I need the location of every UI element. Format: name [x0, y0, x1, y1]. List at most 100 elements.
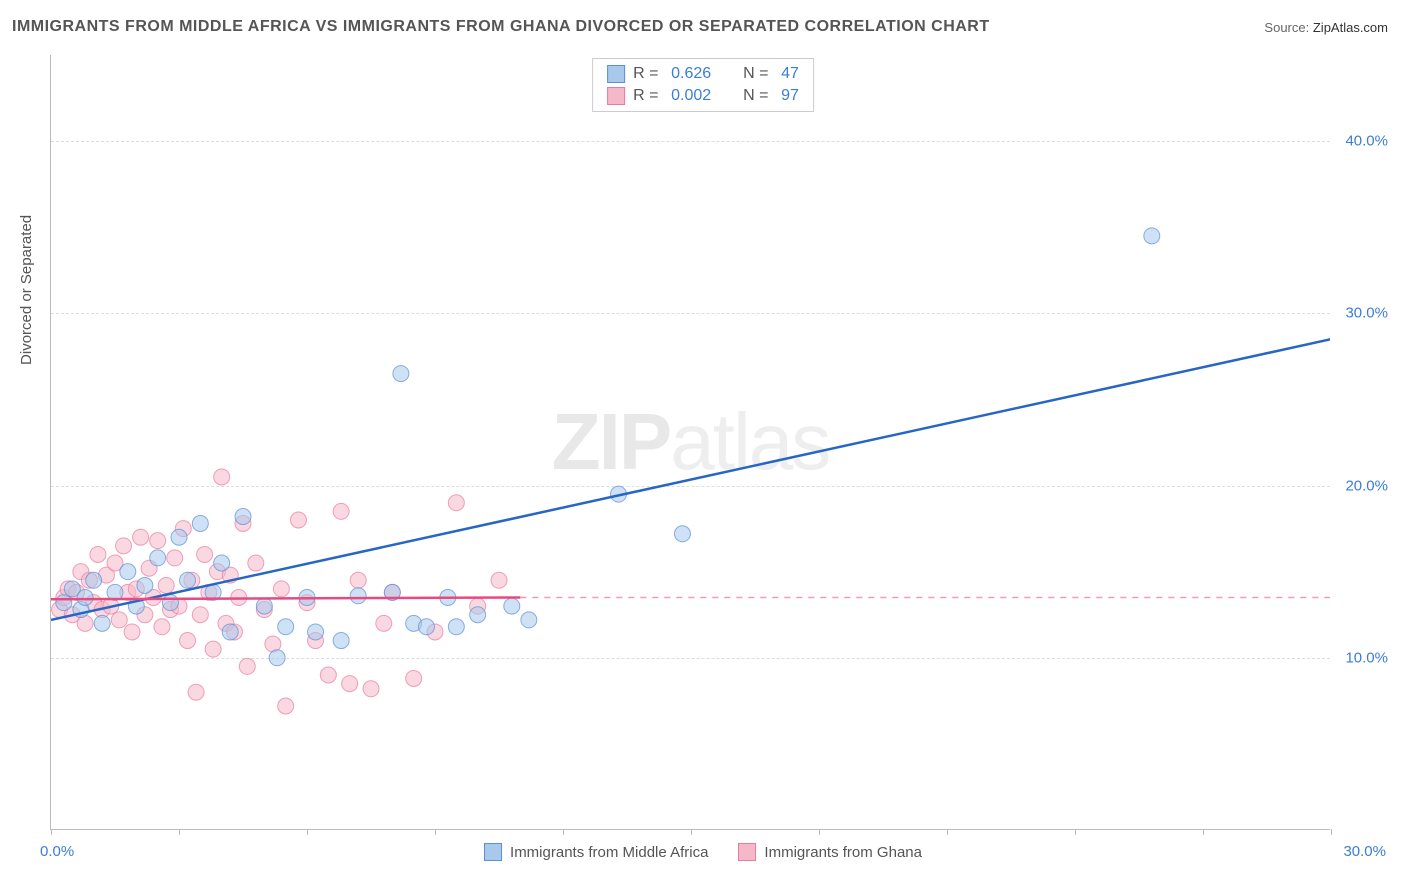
data-point: [150, 533, 166, 549]
source-label: Source:: [1264, 20, 1309, 35]
data-point: [197, 546, 213, 562]
x-tick: [51, 829, 52, 835]
chart-svg: [51, 55, 1330, 829]
data-point: [333, 633, 349, 649]
trend-line-pink-solid: [51, 598, 520, 600]
data-point: [248, 555, 264, 571]
y-tick-label: 10.0%: [1345, 649, 1388, 666]
data-point: [418, 619, 434, 635]
data-point: [256, 598, 272, 614]
data-point: [180, 633, 196, 649]
data-point: [77, 590, 93, 606]
data-point: [376, 615, 392, 631]
series-legend: Immigrants from Middle Africa Immigrants …: [484, 843, 922, 861]
data-point: [320, 667, 336, 683]
x-tick: [307, 829, 308, 835]
source-value: ZipAtlas.com: [1313, 20, 1388, 35]
data-point: [674, 526, 690, 542]
data-point: [150, 550, 166, 566]
r-label: R =: [633, 87, 663, 105]
x-tick: [819, 829, 820, 835]
data-point: [205, 641, 221, 657]
legend-swatch: [607, 87, 625, 105]
data-point: [393, 366, 409, 382]
data-point: [124, 624, 140, 640]
source-attribution: Source: ZipAtlas.com: [1264, 20, 1388, 35]
data-point: [222, 624, 238, 640]
data-point: [278, 619, 294, 635]
x-axis-min-label: 0.0%: [40, 843, 74, 860]
data-point: [342, 676, 358, 692]
data-point: [333, 503, 349, 519]
y-tick-label: 20.0%: [1345, 477, 1388, 494]
data-point: [1144, 228, 1160, 244]
data-point: [448, 495, 464, 511]
y-tick-label: 40.0%: [1345, 133, 1388, 150]
x-tick: [563, 829, 564, 835]
data-point: [363, 681, 379, 697]
x-tick: [435, 829, 436, 835]
x-tick: [179, 829, 180, 835]
data-point: [94, 615, 110, 631]
data-point: [239, 658, 255, 674]
data-point: [171, 529, 187, 545]
plot-area: ZIPatlas 10.0%20.0%30.0%40.0%: [50, 55, 1330, 830]
x-tick: [947, 829, 948, 835]
data-point: [180, 572, 196, 588]
chart-title: IMMIGRANTS FROM MIDDLE AFRICA VS IMMIGRA…: [12, 18, 990, 36]
data-point: [86, 572, 102, 588]
data-point: [116, 538, 132, 554]
x-tick: [1075, 829, 1076, 835]
x-axis-max-label: 30.0%: [1343, 843, 1386, 860]
data-point: [308, 624, 324, 640]
data-point: [521, 612, 537, 628]
data-point: [350, 588, 366, 604]
n-label: N =: [743, 65, 773, 83]
data-point: [111, 612, 127, 628]
x-tick: [1203, 829, 1204, 835]
data-point: [504, 598, 520, 614]
r-label: R =: [633, 65, 663, 83]
data-point: [273, 581, 289, 597]
trend-line-blue: [51, 339, 1330, 620]
data-point: [470, 607, 486, 623]
n-value: 97: [781, 87, 799, 105]
x-tick: [1331, 829, 1332, 835]
r-value: 0.002: [671, 87, 725, 105]
data-point: [192, 515, 208, 531]
data-point: [133, 529, 149, 545]
legend-swatch: [607, 65, 625, 83]
legend-label: Immigrants from Ghana: [764, 844, 922, 861]
data-point: [406, 670, 422, 686]
data-point: [192, 607, 208, 623]
data-point: [188, 684, 204, 700]
data-point: [491, 572, 507, 588]
data-point: [448, 619, 464, 635]
data-point: [350, 572, 366, 588]
n-label: N =: [743, 87, 773, 105]
data-point: [214, 469, 230, 485]
data-point: [154, 619, 170, 635]
y-tick-label: 30.0%: [1345, 305, 1388, 322]
data-point: [158, 577, 174, 593]
x-tick: [691, 829, 692, 835]
data-point: [269, 650, 285, 666]
legend-label: Immigrants from Middle Africa: [510, 844, 708, 861]
data-point: [137, 577, 153, 593]
data-point: [120, 564, 136, 580]
data-point: [278, 698, 294, 714]
data-point: [290, 512, 306, 528]
data-point: [90, 546, 106, 562]
data-point: [235, 509, 251, 525]
legend-item: Immigrants from Middle Africa: [484, 843, 708, 861]
legend-item: Immigrants from Ghana: [738, 843, 922, 861]
legend-row: R = 0.002 N = 97: [607, 85, 799, 107]
legend-swatch: [484, 843, 502, 861]
correlation-legend: R =0.626N =47R =0.002N =97: [592, 58, 814, 112]
legend-row: R =0.626N =47: [607, 63, 799, 85]
data-point: [214, 555, 230, 571]
data-point: [56, 595, 72, 611]
data-point: [162, 595, 178, 611]
n-value: 47: [781, 65, 799, 83]
data-point: [167, 550, 183, 566]
